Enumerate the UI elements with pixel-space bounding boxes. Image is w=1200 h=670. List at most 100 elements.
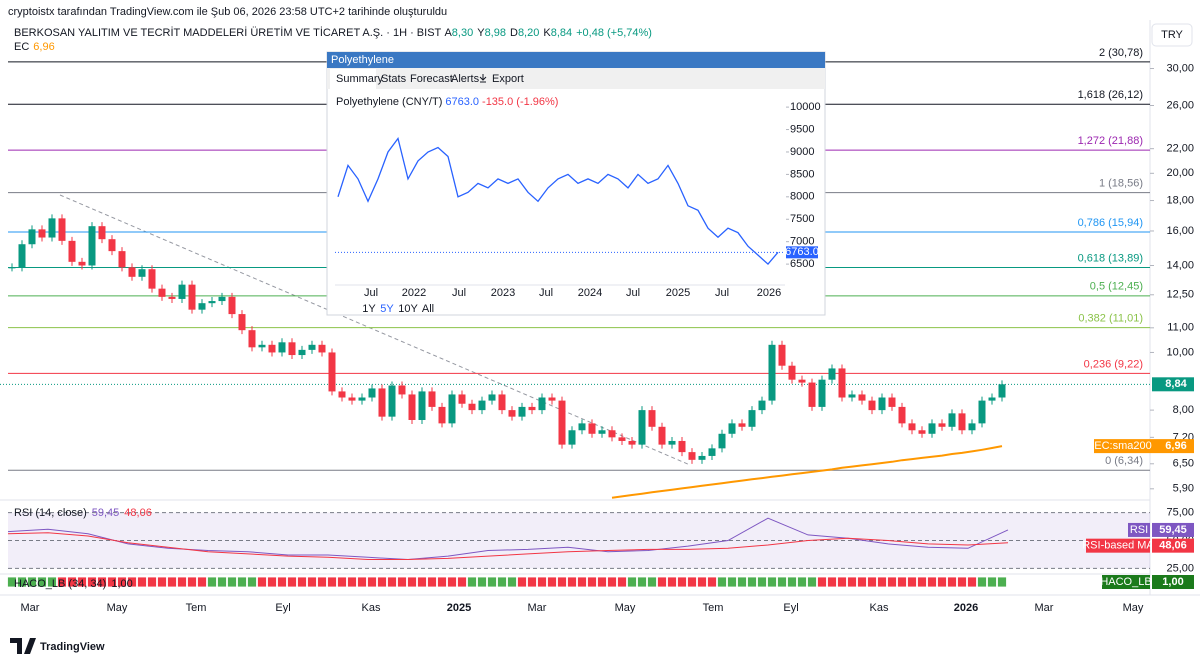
inset-x-tick-label: Jul: [626, 287, 640, 299]
candle: [748, 410, 756, 427]
inset-tab[interactable]: Stats: [381, 73, 407, 85]
haco-block: [797, 576, 807, 588]
inset-y-tick-label: 7000: [790, 236, 814, 248]
candle: [498, 394, 506, 411]
fib-label: 1,272 (21,88): [1078, 135, 1143, 147]
x-tick-label: Eyl: [275, 602, 290, 614]
y-tick-label: 30,00: [1166, 62, 1194, 74]
inset-x-tick-label: 2022: [402, 287, 426, 299]
haco-block: [937, 576, 947, 588]
export-icon: [479, 74, 487, 83]
y-tick-label: 16,00: [1166, 225, 1194, 237]
haco-block: [247, 576, 257, 588]
range-button[interactable]: 1Y: [362, 303, 376, 315]
haco-block: [157, 576, 167, 588]
inset-tab[interactable]: Export: [492, 73, 524, 85]
rsi-ma-line: [7, 532, 1009, 560]
price-tag: [1128, 522, 1150, 537]
candle: [968, 423, 976, 431]
fib-label: 0,236 (9,22): [1084, 358, 1143, 370]
fib-label: 0,382 (11,01): [1078, 312, 1143, 324]
haco-block: [337, 576, 347, 588]
haco-block: [57, 576, 67, 588]
inset-y-tick-label: 8000: [790, 191, 814, 203]
footer: TradingView: [10, 638, 105, 654]
candle: [68, 240, 76, 262]
haco-block: [877, 576, 887, 588]
haco-block: [477, 576, 487, 588]
inset-legend-item: -135.0 (-1.96%): [482, 96, 558, 108]
candle: [508, 410, 516, 417]
haco-block: [77, 576, 87, 588]
haco-block: [297, 576, 307, 588]
haco-block: [87, 576, 97, 588]
candle: [558, 400, 566, 445]
fib-label: 1 (18,56): [1099, 178, 1143, 190]
y-tick-label: 5,90: [1173, 483, 1194, 495]
inset-legend-item: Polyethylene (CNY/T): [336, 96, 442, 108]
haco-block: [917, 576, 927, 588]
haco-block: [597, 576, 607, 588]
haco-block: [827, 576, 837, 588]
inset-tab[interactable]: Forecast: [410, 73, 453, 85]
inset-legend: Polyethylene (CNY/T) 6763.0 -135.0 (-1.96%…: [336, 96, 558, 108]
candle: [158, 288, 166, 297]
y-tick-label: 20,00: [1166, 167, 1194, 179]
x-tick-label: May: [1123, 602, 1144, 614]
candle: [308, 344, 316, 350]
inset-tab[interactable]: Summary: [336, 73, 384, 85]
price-tag: [1152, 377, 1194, 392]
haco-block: [567, 576, 577, 588]
inset-tab[interactable]: Alerts: [451, 73, 480, 85]
inset-x-tick-label: 2025: [666, 287, 690, 299]
candle: [548, 397, 556, 401]
haco-block: [637, 576, 647, 588]
candle: [768, 344, 776, 401]
candle: [958, 413, 966, 431]
range-button[interactable]: All: [422, 303, 434, 315]
haco-block: [667, 576, 677, 588]
candle: [148, 269, 156, 289]
candle: [708, 448, 716, 456]
candle: [688, 452, 696, 460]
range-button[interactable]: 10Y: [398, 303, 418, 315]
change: +0,48 (+5,74%): [576, 27, 652, 39]
haco-block: [607, 576, 617, 588]
currency-button[interactable]: [1151, 23, 1193, 47]
haco-legend-item: HACO_LB (34, 34): [14, 578, 106, 590]
haco-block: [327, 576, 337, 588]
inset-x-tick-label: 2026: [757, 287, 781, 299]
haco-block: [487, 576, 497, 588]
haco-block: [507, 576, 517, 588]
price-tag: [1152, 538, 1194, 553]
candle: [98, 226, 106, 240]
haco-block: [237, 576, 247, 588]
fib-label: 0 (6,34): [1105, 455, 1143, 467]
haco-block: [107, 576, 117, 588]
candle: [388, 385, 396, 417]
haco-block: [347, 576, 357, 588]
haco-block: [957, 576, 967, 588]
y-tick-label: 8,00: [1173, 404, 1194, 416]
candle: [408, 394, 416, 420]
haco-block: [737, 576, 747, 588]
y-tick-label: 14,00: [1166, 259, 1194, 271]
rsi-legend-item: RSI (14, close): [14, 507, 87, 519]
x-tick-label: Tem: [186, 602, 207, 614]
haco-block: [97, 576, 107, 588]
haco-block: [577, 576, 587, 588]
candle: [278, 342, 286, 353]
candle: [368, 388, 376, 398]
haco-block: [277, 576, 287, 588]
currency[interactable]: TRY: [1161, 29, 1183, 41]
candle: [568, 430, 576, 445]
haco-block: [787, 576, 797, 588]
candle: [778, 344, 786, 366]
candle: [888, 397, 896, 407]
candle: [908, 423, 916, 431]
haco-block: [757, 576, 767, 588]
ohlc-value: 8,98: [485, 27, 506, 39]
haco-block: [927, 576, 937, 588]
range-button[interactable]: 5Y: [380, 303, 394, 315]
haco-block: [537, 576, 547, 588]
